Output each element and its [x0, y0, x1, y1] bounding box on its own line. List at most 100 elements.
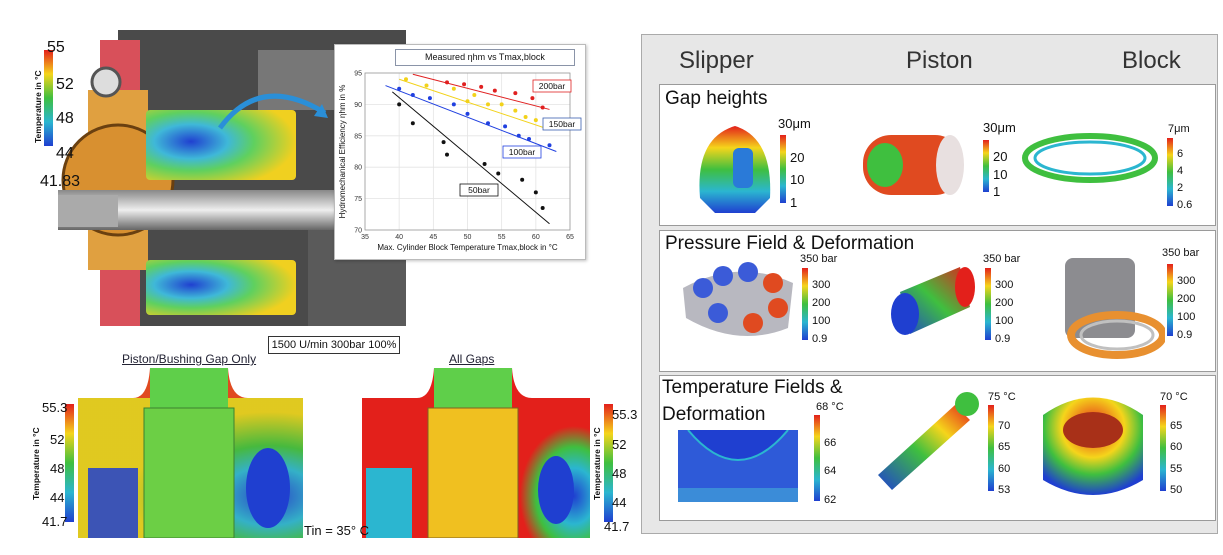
- sim-right-image: [362, 368, 590, 538]
- scale-tick-label: 10: [993, 166, 1008, 182]
- sim-left-tick: 55.3: [42, 400, 68, 415]
- data-point: [451, 102, 456, 107]
- slipper-temperature-image: [678, 430, 798, 502]
- series-fit-line: [412, 73, 550, 110]
- scale-tick-label: 62: [824, 494, 837, 506]
- sim-right-colorbar: [604, 404, 613, 522]
- scale-tick-label: 20: [993, 149, 1008, 165]
- sim-right-tick: 44: [612, 495, 627, 510]
- scale-tick-label: 0.9: [812, 333, 828, 345]
- pump-colorbar-tick: 48: [56, 110, 74, 127]
- y-tick-label: 75: [354, 196, 362, 203]
- data-point: [397, 86, 402, 91]
- scale-max-label: 350 bar: [800, 253, 838, 265]
- data-point: [547, 143, 552, 148]
- sim-right-title: All Gaps: [449, 352, 495, 366]
- scale-tick-label: 0.9: [995, 333, 1011, 345]
- scale-max-label: 350 bar: [1162, 247, 1200, 259]
- data-point: [533, 190, 538, 195]
- efficiency-chart-plot: 35 40 45 50 55 60 65 70 75 80 85 90 95 Max. Cylinder …: [338, 71, 582, 252]
- scale-tick-label: 200: [1177, 293, 1196, 305]
- scale-colorbar: [1167, 138, 1173, 206]
- x-tick-label: 60: [532, 234, 540, 241]
- series-label-box: [542, 117, 582, 131]
- data-point: [465, 99, 470, 104]
- pump-colorbar-axis-label: Temperature in °C: [33, 70, 43, 143]
- sim-right-tick: 55.3: [612, 407, 638, 422]
- series-label-box: [502, 145, 542, 159]
- scale-tick-label: 4: [1177, 165, 1184, 177]
- data-point: [410, 121, 415, 126]
- data-point: [499, 102, 504, 107]
- row-title-pressure-field: Pressure Field & Deformation: [665, 233, 915, 254]
- scale-colorbar: [1167, 264, 1173, 336]
- scale-colorbar: [985, 268, 991, 340]
- sim-left-tick: 52: [50, 432, 65, 447]
- sim-left-tick: 41.7: [42, 514, 68, 529]
- data-point: [523, 114, 528, 119]
- sim-right-axis-label: Temperature in °C: [592, 427, 602, 500]
- pump-colorbar-tick: 55: [47, 39, 65, 56]
- scale-tick-label: 100: [812, 315, 831, 327]
- column-header-block: Block: [1122, 47, 1181, 74]
- sim-right-tick: 41.7: [604, 519, 630, 534]
- scale-tick-label: 100: [1177, 311, 1196, 323]
- series-fit-line: [392, 91, 550, 225]
- data-point: [441, 140, 446, 145]
- scale-tick-label: 20: [790, 149, 805, 165]
- series-label-box: [532, 79, 572, 93]
- scale-tick-label: 200: [812, 297, 831, 309]
- scale-max-label: 30μm: [778, 116, 811, 131]
- scale-tick-label: 70: [998, 419, 1011, 432]
- y-tick-label: 95: [354, 71, 362, 78]
- scale-tick-label: 200: [995, 297, 1014, 309]
- data-point: [516, 133, 521, 138]
- slipper-pressure-image: [683, 262, 793, 336]
- data-point: [451, 86, 456, 91]
- x-tick-label: 45: [429, 234, 437, 241]
- scale-colorbar: [988, 405, 994, 491]
- scale-tick-label: 60: [1170, 441, 1183, 453]
- scale-tick-label: 66: [824, 436, 837, 449]
- series-fit-line: [399, 78, 550, 130]
- sim-right-tick: 52: [612, 437, 627, 452]
- sim-left-title: Piston/Bushing Gap Only: [122, 352, 257, 366]
- data-point: [462, 82, 467, 87]
- x-axis-label: Max. Cylinder Block Temperature Tmax,blo…: [377, 243, 558, 252]
- data-point: [482, 162, 487, 167]
- row-title-temperature-line2: Deformation: [662, 404, 766, 425]
- sim-left-tick: 44: [50, 490, 65, 505]
- arrow-icon: [217, 93, 328, 130]
- data-point: [496, 171, 501, 176]
- scale-tick-label: 1: [993, 184, 1001, 199]
- scale-max-label: 30μm: [983, 120, 1016, 135]
- data-point: [527, 136, 531, 141]
- data-point: [472, 92, 477, 97]
- sim-left-tick: 48: [50, 461, 65, 476]
- pump-colorbar: [44, 50, 53, 146]
- data-point: [404, 77, 408, 82]
- y-tick-label: 90: [354, 102, 362, 109]
- chart-title: Measured ηhm vs Tmax,block: [395, 49, 575, 66]
- data-point: [540, 105, 545, 110]
- scale-max-label: 70 °C: [1160, 391, 1188, 403]
- pump-colorbar-tick: 52: [56, 76, 74, 93]
- y-tick-label: 85: [354, 133, 362, 140]
- block-gap-image: [1022, 133, 1158, 183]
- row-title-temperature-line1: Temperature Fields &: [662, 377, 843, 398]
- sim-left-image: [78, 368, 303, 538]
- data-point: [397, 102, 402, 107]
- series-label: 150bar: [549, 119, 576, 129]
- scale-max-label: 68 °C: [816, 401, 844, 413]
- piston-temperature-image: [878, 392, 979, 490]
- column-header-piston: Piston: [906, 47, 973, 74]
- y-tick-label: 70: [354, 228, 362, 235]
- scale-tick-label: 100: [995, 315, 1014, 327]
- scale-tick-label: 300: [995, 279, 1014, 291]
- data-point: [533, 118, 538, 123]
- scale-max-label: 350 bar: [983, 253, 1021, 265]
- scale-tick-label: 0.6: [1177, 199, 1193, 211]
- sim-left-colorbar: [65, 404, 74, 522]
- y-tick-label: 80: [354, 165, 362, 172]
- scale-tick-label: 300: [812, 279, 831, 291]
